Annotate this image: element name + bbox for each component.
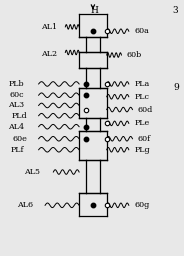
Text: AL3: AL3 [8, 101, 24, 110]
Text: AL1: AL1 [41, 23, 57, 31]
Text: PLf: PLf [10, 146, 24, 154]
Text: AL4: AL4 [8, 123, 24, 131]
Text: 60d: 60d [138, 105, 153, 114]
Text: 60e: 60e [13, 135, 28, 143]
Text: PLa: PLa [134, 80, 150, 88]
Text: 9: 9 [173, 82, 179, 92]
Text: 60a: 60a [134, 27, 149, 35]
Text: PLb: PLb [8, 80, 24, 88]
Text: 60b: 60b [127, 51, 142, 59]
Text: PLc: PLc [134, 93, 149, 101]
Text: AL5: AL5 [24, 168, 40, 176]
Text: 60f: 60f [138, 135, 151, 143]
Text: 60g: 60g [134, 201, 150, 209]
Text: PLe: PLe [134, 119, 150, 127]
Text: 3: 3 [173, 6, 178, 15]
Text: PLd: PLd [12, 112, 28, 120]
Text: H: H [91, 6, 99, 15]
Text: AL6: AL6 [17, 201, 33, 209]
Text: 60c: 60c [9, 91, 24, 99]
Text: PLg: PLg [134, 146, 150, 154]
Text: AL2: AL2 [41, 50, 57, 58]
